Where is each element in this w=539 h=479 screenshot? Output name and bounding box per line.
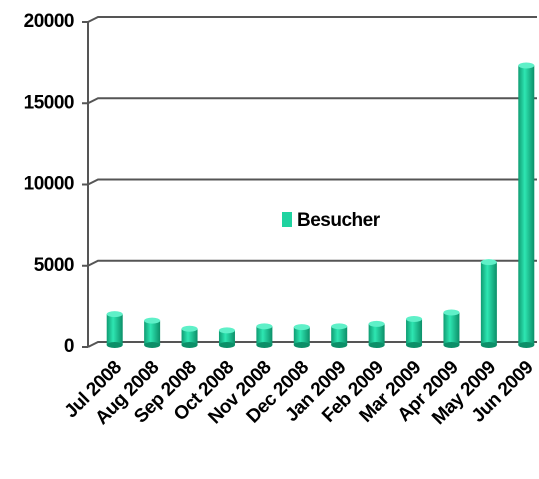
- grid-line: [87, 178, 537, 186]
- bar-top: [181, 325, 198, 332]
- bar-top: [106, 311, 123, 318]
- bar-top: [368, 320, 385, 327]
- y-tick-label: 5000: [34, 255, 74, 276]
- grid-line: [87, 16, 537, 23]
- legend-swatch: [282, 212, 292, 227]
- bar-top: [293, 324, 310, 331]
- bar-base: [218, 342, 235, 348]
- bar-base: [181, 342, 198, 348]
- bar-base: [331, 342, 348, 348]
- bar-base: [443, 342, 460, 348]
- legend-label: Besucher: [297, 210, 381, 231]
- grid-line: [87, 97, 537, 105]
- bar-top: [331, 323, 348, 330]
- bar-top: [406, 316, 423, 322]
- bar-base: [518, 342, 535, 348]
- bar-base: [368, 342, 385, 348]
- bar-top: [518, 62, 535, 69]
- bar: [368, 323, 385, 345]
- bar-top: [256, 323, 273, 330]
- y-tick-label: 20000: [24, 11, 74, 32]
- bar-top: [144, 317, 161, 324]
- bar: [144, 320, 161, 345]
- bar: [256, 326, 273, 345]
- y-tick-label: 10000: [24, 174, 74, 195]
- bar: [106, 314, 123, 345]
- bar-base: [406, 342, 423, 348]
- grid-line: [87, 259, 537, 267]
- bar: [181, 328, 198, 345]
- bar-top: [480, 259, 497, 266]
- bar: [218, 330, 235, 345]
- bar: [518, 65, 535, 345]
- y-tick-label: 15000: [24, 92, 74, 113]
- bar-top: [443, 309, 460, 316]
- bar: [480, 262, 497, 345]
- bar-base: [106, 342, 123, 348]
- bar-base: [480, 342, 497, 348]
- bar-base: [293, 342, 310, 348]
- bar: [406, 319, 423, 345]
- bar: [331, 326, 348, 345]
- y-tick-label: 0: [64, 336, 74, 357]
- bar: [443, 312, 460, 345]
- bar: [293, 327, 310, 345]
- bar-base: [256, 342, 273, 348]
- bar-base: [144, 342, 161, 348]
- grid-line: [87, 341, 537, 348]
- bar-top: [218, 327, 235, 334]
